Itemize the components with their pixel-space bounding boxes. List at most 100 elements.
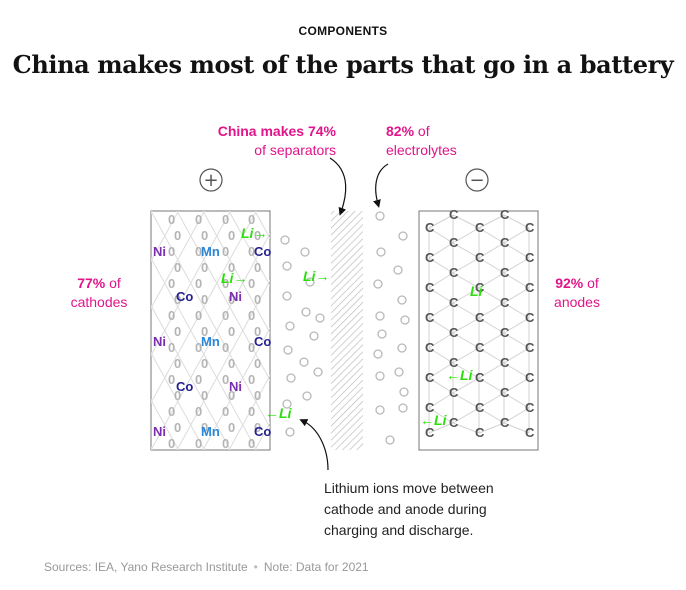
electrolyte-molecule xyxy=(282,291,292,301)
oxygen-atom: 0 xyxy=(174,420,181,435)
carbon-atom: C xyxy=(449,385,459,400)
electrolyte-molecule xyxy=(373,279,383,289)
electrolyte-molecule xyxy=(394,367,404,377)
electrolyte-molecule xyxy=(375,405,385,415)
lattice-line xyxy=(593,211,686,450)
lattice-line xyxy=(619,211,686,450)
cathodes-label: cathodes xyxy=(70,294,128,310)
carbon-atom: C xyxy=(475,310,485,325)
lattice-line xyxy=(0,211,100,450)
graphite-bond xyxy=(452,377,480,394)
graphite-bond xyxy=(452,287,480,304)
carbon-atom: C xyxy=(449,325,459,340)
oxygen-atom: 0 xyxy=(222,244,229,259)
oxygen-atom: 0 xyxy=(254,420,261,435)
oxygen-atom: 0 xyxy=(201,356,208,371)
graphite-bond xyxy=(478,407,505,424)
carbon-atom: C xyxy=(475,340,485,355)
oxygen-atom: 0 xyxy=(201,388,208,403)
lattice-line xyxy=(151,211,231,357)
oxygen-atom: 0 xyxy=(248,436,255,451)
lattice-line xyxy=(151,211,257,404)
graphite-bond xyxy=(478,347,505,364)
negative-terminal-sign: − xyxy=(469,170,484,191)
lattice-line xyxy=(202,327,270,450)
electrolytes-annotation: 82% of electrolytes xyxy=(386,122,457,160)
oxygen-atom: 0 xyxy=(228,292,235,307)
cathodes-share: 77% xyxy=(77,275,106,291)
graphite-bond xyxy=(503,272,530,289)
oxygen-atom: 0 xyxy=(195,436,202,451)
electrolyte-molecule xyxy=(397,343,407,353)
oxygen-atom: 0 xyxy=(254,356,261,371)
carbon-atom: C xyxy=(475,280,485,295)
graphite-bond xyxy=(478,287,505,304)
carbon-atom: C xyxy=(449,415,459,430)
carbon-atom: C xyxy=(475,425,485,440)
graphite-bond xyxy=(428,392,454,409)
cathode-element-ni: Ni xyxy=(153,334,166,349)
oxygen-atom: 0 xyxy=(248,308,255,323)
lattice-line xyxy=(645,211,686,450)
lithium-ion-label: Li→ xyxy=(303,268,329,284)
anodes-of: of xyxy=(583,275,599,291)
carbon-atom: C xyxy=(500,207,510,222)
carbon-atom: C xyxy=(425,400,435,415)
electrolyte-molecule xyxy=(305,277,315,287)
electrolyte-molecule xyxy=(376,247,386,257)
lattice-line xyxy=(228,374,270,450)
graphite-bond xyxy=(478,362,505,379)
footer-separator-dot: • xyxy=(253,560,258,574)
graphite-bond xyxy=(428,242,454,259)
oxygen-atom: 0 xyxy=(254,292,261,307)
oxygen-atom: 0 xyxy=(248,404,255,419)
lithium-ion-label: ←Li xyxy=(446,367,474,383)
oxygen-atom: 0 xyxy=(174,324,181,339)
oxygen-atom: 0 xyxy=(248,244,255,259)
carbon-atom: C xyxy=(525,425,535,440)
electrolytes-share: 82% xyxy=(386,123,415,139)
carbon-atom: C xyxy=(425,340,435,355)
oxygen-atom: 0 xyxy=(168,212,175,227)
carbon-atom: C xyxy=(500,235,510,250)
carbon-atom: C xyxy=(449,265,459,280)
anodes-annotation: 92% of anodes xyxy=(546,274,608,312)
electrolyte-arrow xyxy=(373,163,389,208)
electrolyte-molecule xyxy=(373,349,383,359)
graphite-bond xyxy=(428,422,454,434)
graphite-bond xyxy=(478,332,505,349)
graphite-bond xyxy=(478,422,505,434)
oxygen-atom: 0 xyxy=(254,388,261,403)
cathodes-annotation: 77% of cathodes xyxy=(60,274,138,312)
cathode-element-ni: Ni xyxy=(229,379,242,394)
graphite-bond xyxy=(503,347,530,364)
electrolyte-molecule xyxy=(280,235,290,245)
page-title: China makes most of the parts that go in… xyxy=(12,50,674,79)
lithium-ion-label: ←Li xyxy=(265,405,293,421)
oxygen-atom: 0 xyxy=(222,308,229,323)
anodes-share: 92% xyxy=(555,275,584,291)
oxygen-atom: 0 xyxy=(228,420,235,435)
lattice-line xyxy=(0,211,22,450)
graphite-bond xyxy=(503,242,530,259)
electrolytes-label: electrolytes xyxy=(386,142,457,158)
lattice-line xyxy=(593,211,686,450)
lattice-line xyxy=(151,351,205,450)
graphite-bond xyxy=(452,227,480,244)
separators-label: of separators xyxy=(254,142,336,158)
carbon-atom: C xyxy=(500,265,510,280)
electrolyte-molecule xyxy=(285,427,295,437)
graphite-bond xyxy=(428,272,454,289)
electrolyte-molecule xyxy=(385,435,395,445)
separator-arrow xyxy=(329,157,347,216)
carbon-atom: C xyxy=(500,355,510,370)
graphite-bond xyxy=(503,214,530,229)
note-line-3: charging and discharge. xyxy=(324,522,474,538)
graphite-bond xyxy=(503,392,530,409)
electrolyte-molecule xyxy=(302,391,312,401)
lattice-line xyxy=(567,211,686,450)
graphite-bond xyxy=(478,317,505,334)
electrolyte-molecule xyxy=(375,311,385,321)
oxygen-atom: 0 xyxy=(168,372,175,387)
graphite-bond xyxy=(428,257,454,274)
